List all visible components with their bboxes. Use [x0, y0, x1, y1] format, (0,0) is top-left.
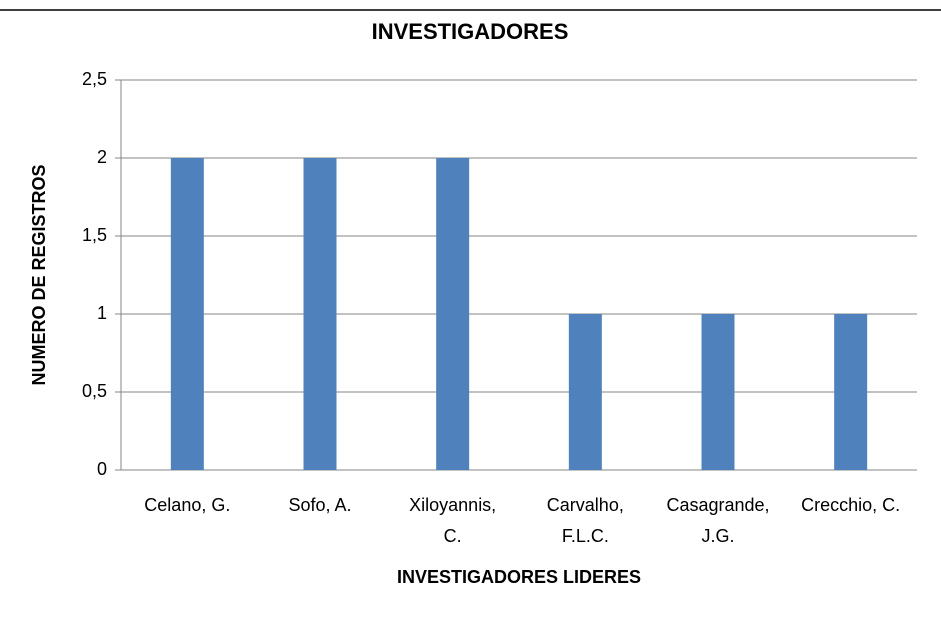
x-tick-label: Xiloyannis, C. — [409, 495, 496, 546]
bar — [568, 314, 602, 470]
x-tick-label: Crecchio, C. — [801, 495, 900, 515]
bar — [436, 158, 470, 470]
x-tick-label: Sofo, A. — [288, 495, 351, 515]
y-tick-label: 1,5 — [82, 225, 107, 245]
y-tick-label: 0,5 — [82, 381, 107, 401]
y-tick-label: 2 — [97, 147, 107, 167]
x-axis-label: INVESTIGADORES LIDERES — [397, 567, 641, 587]
x-tick-label: Casagrande, J.G. — [666, 495, 769, 546]
y-axis-label: NUMERO DE REGISTROS — [29, 164, 49, 385]
bar — [701, 314, 735, 470]
chart-title: INVESTIGADORES — [372, 19, 569, 44]
y-tick-label: 2,5 — [82, 69, 107, 89]
bar — [170, 158, 204, 470]
x-tick-label: Celano, G. — [144, 495, 230, 515]
x-tick-label: Carvalho, F.L.C. — [547, 495, 624, 546]
y-tick-label: 0 — [97, 459, 107, 479]
bar — [834, 314, 868, 470]
bar — [303, 158, 337, 470]
y-tick-label: 1 — [97, 303, 107, 323]
